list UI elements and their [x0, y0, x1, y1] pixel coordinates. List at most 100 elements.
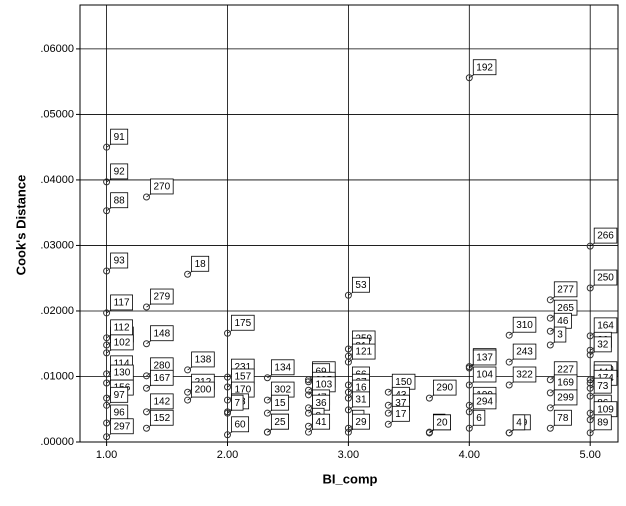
label-box — [351, 343, 376, 360]
point-label: 227 — [557, 364, 574, 375]
y-tick-label: .03000 — [40, 239, 74, 251]
point — [142, 340, 150, 348]
point-label: 112 — [114, 322, 130, 333]
label-box — [432, 379, 457, 396]
x-axis-title: BI_comp — [323, 471, 378, 486]
point — [103, 379, 111, 387]
point-label: 297 — [114, 421, 131, 432]
label-box — [150, 369, 174, 386]
label-box — [351, 276, 370, 293]
point — [344, 381, 352, 389]
label-box — [110, 386, 129, 403]
y-tick-label: .06000 — [40, 43, 74, 55]
point-label: 96 — [114, 408, 126, 419]
point — [546, 341, 554, 349]
label-box — [110, 252, 129, 269]
y-tick-label: .05000 — [40, 108, 74, 120]
point — [142, 384, 150, 392]
point — [223, 383, 231, 391]
point — [103, 267, 111, 275]
y-tick-label: .02000 — [40, 305, 74, 317]
x-tick-label: 4.00 — [459, 449, 480, 461]
point — [546, 404, 554, 412]
point — [103, 419, 111, 427]
label-box — [231, 416, 250, 433]
point-label: 117 — [114, 298, 130, 309]
point-label: 266 — [597, 231, 614, 242]
point — [103, 394, 111, 402]
point — [546, 389, 554, 397]
label-box — [351, 391, 370, 408]
point — [465, 381, 473, 389]
point-label: 175 — [234, 318, 251, 329]
point — [223, 373, 231, 381]
point — [304, 404, 312, 412]
point-label: 109 — [597, 404, 614, 415]
label-box — [472, 393, 497, 410]
label-box — [110, 192, 129, 209]
point — [465, 364, 473, 372]
point — [465, 408, 473, 416]
label-box — [110, 294, 133, 311]
point-label: 6 — [476, 413, 482, 424]
point — [263, 428, 271, 436]
point-label: 88 — [114, 195, 126, 206]
point — [184, 396, 192, 404]
point-label: 200 — [195, 385, 212, 396]
point-label: 138 — [195, 355, 212, 366]
label-box — [110, 128, 129, 145]
point — [304, 386, 312, 394]
point-label: 322 — [516, 370, 533, 381]
point — [384, 388, 392, 396]
label-box — [472, 409, 486, 426]
point-label: 17 — [395, 409, 407, 420]
point — [103, 178, 111, 186]
y-axis-title: Cook's Distance — [13, 175, 28, 276]
point-label: 36 — [315, 398, 327, 409]
point-label: 279 — [153, 292, 170, 303]
point — [344, 406, 352, 414]
label-box — [472, 349, 497, 366]
point — [586, 332, 594, 340]
x-tick-label: 3.00 — [338, 449, 359, 461]
point — [344, 428, 352, 436]
point — [103, 349, 111, 357]
point — [344, 358, 352, 366]
label-box — [150, 178, 174, 195]
point-label: 7 — [234, 398, 240, 409]
point — [223, 409, 231, 417]
point — [263, 396, 271, 404]
label-box — [553, 409, 572, 426]
point-label: 302 — [274, 385, 291, 396]
label-box — [553, 389, 578, 406]
point — [184, 366, 192, 374]
point — [586, 284, 594, 292]
point — [586, 242, 594, 250]
point-label: 15 — [274, 398, 286, 409]
point — [304, 428, 312, 436]
point — [103, 334, 111, 342]
point-label: 4 — [516, 417, 522, 428]
label-box — [191, 381, 215, 398]
point — [505, 381, 513, 389]
point — [142, 303, 150, 311]
point-label: 134 — [274, 362, 291, 373]
point — [142, 372, 150, 380]
point — [505, 429, 513, 437]
point-label: 170 — [234, 385, 251, 396]
point — [103, 341, 111, 349]
point-label: 29 — [355, 417, 367, 428]
label-box — [231, 394, 244, 411]
point — [263, 409, 271, 417]
label-box — [553, 326, 567, 343]
point — [546, 327, 554, 335]
point-label: 270 — [153, 182, 170, 193]
point-label: 53 — [355, 280, 367, 291]
point-label: 97 — [114, 390, 126, 401]
point — [425, 394, 433, 402]
point — [384, 420, 392, 428]
point — [142, 193, 150, 201]
point — [142, 408, 150, 416]
point — [103, 207, 111, 215]
